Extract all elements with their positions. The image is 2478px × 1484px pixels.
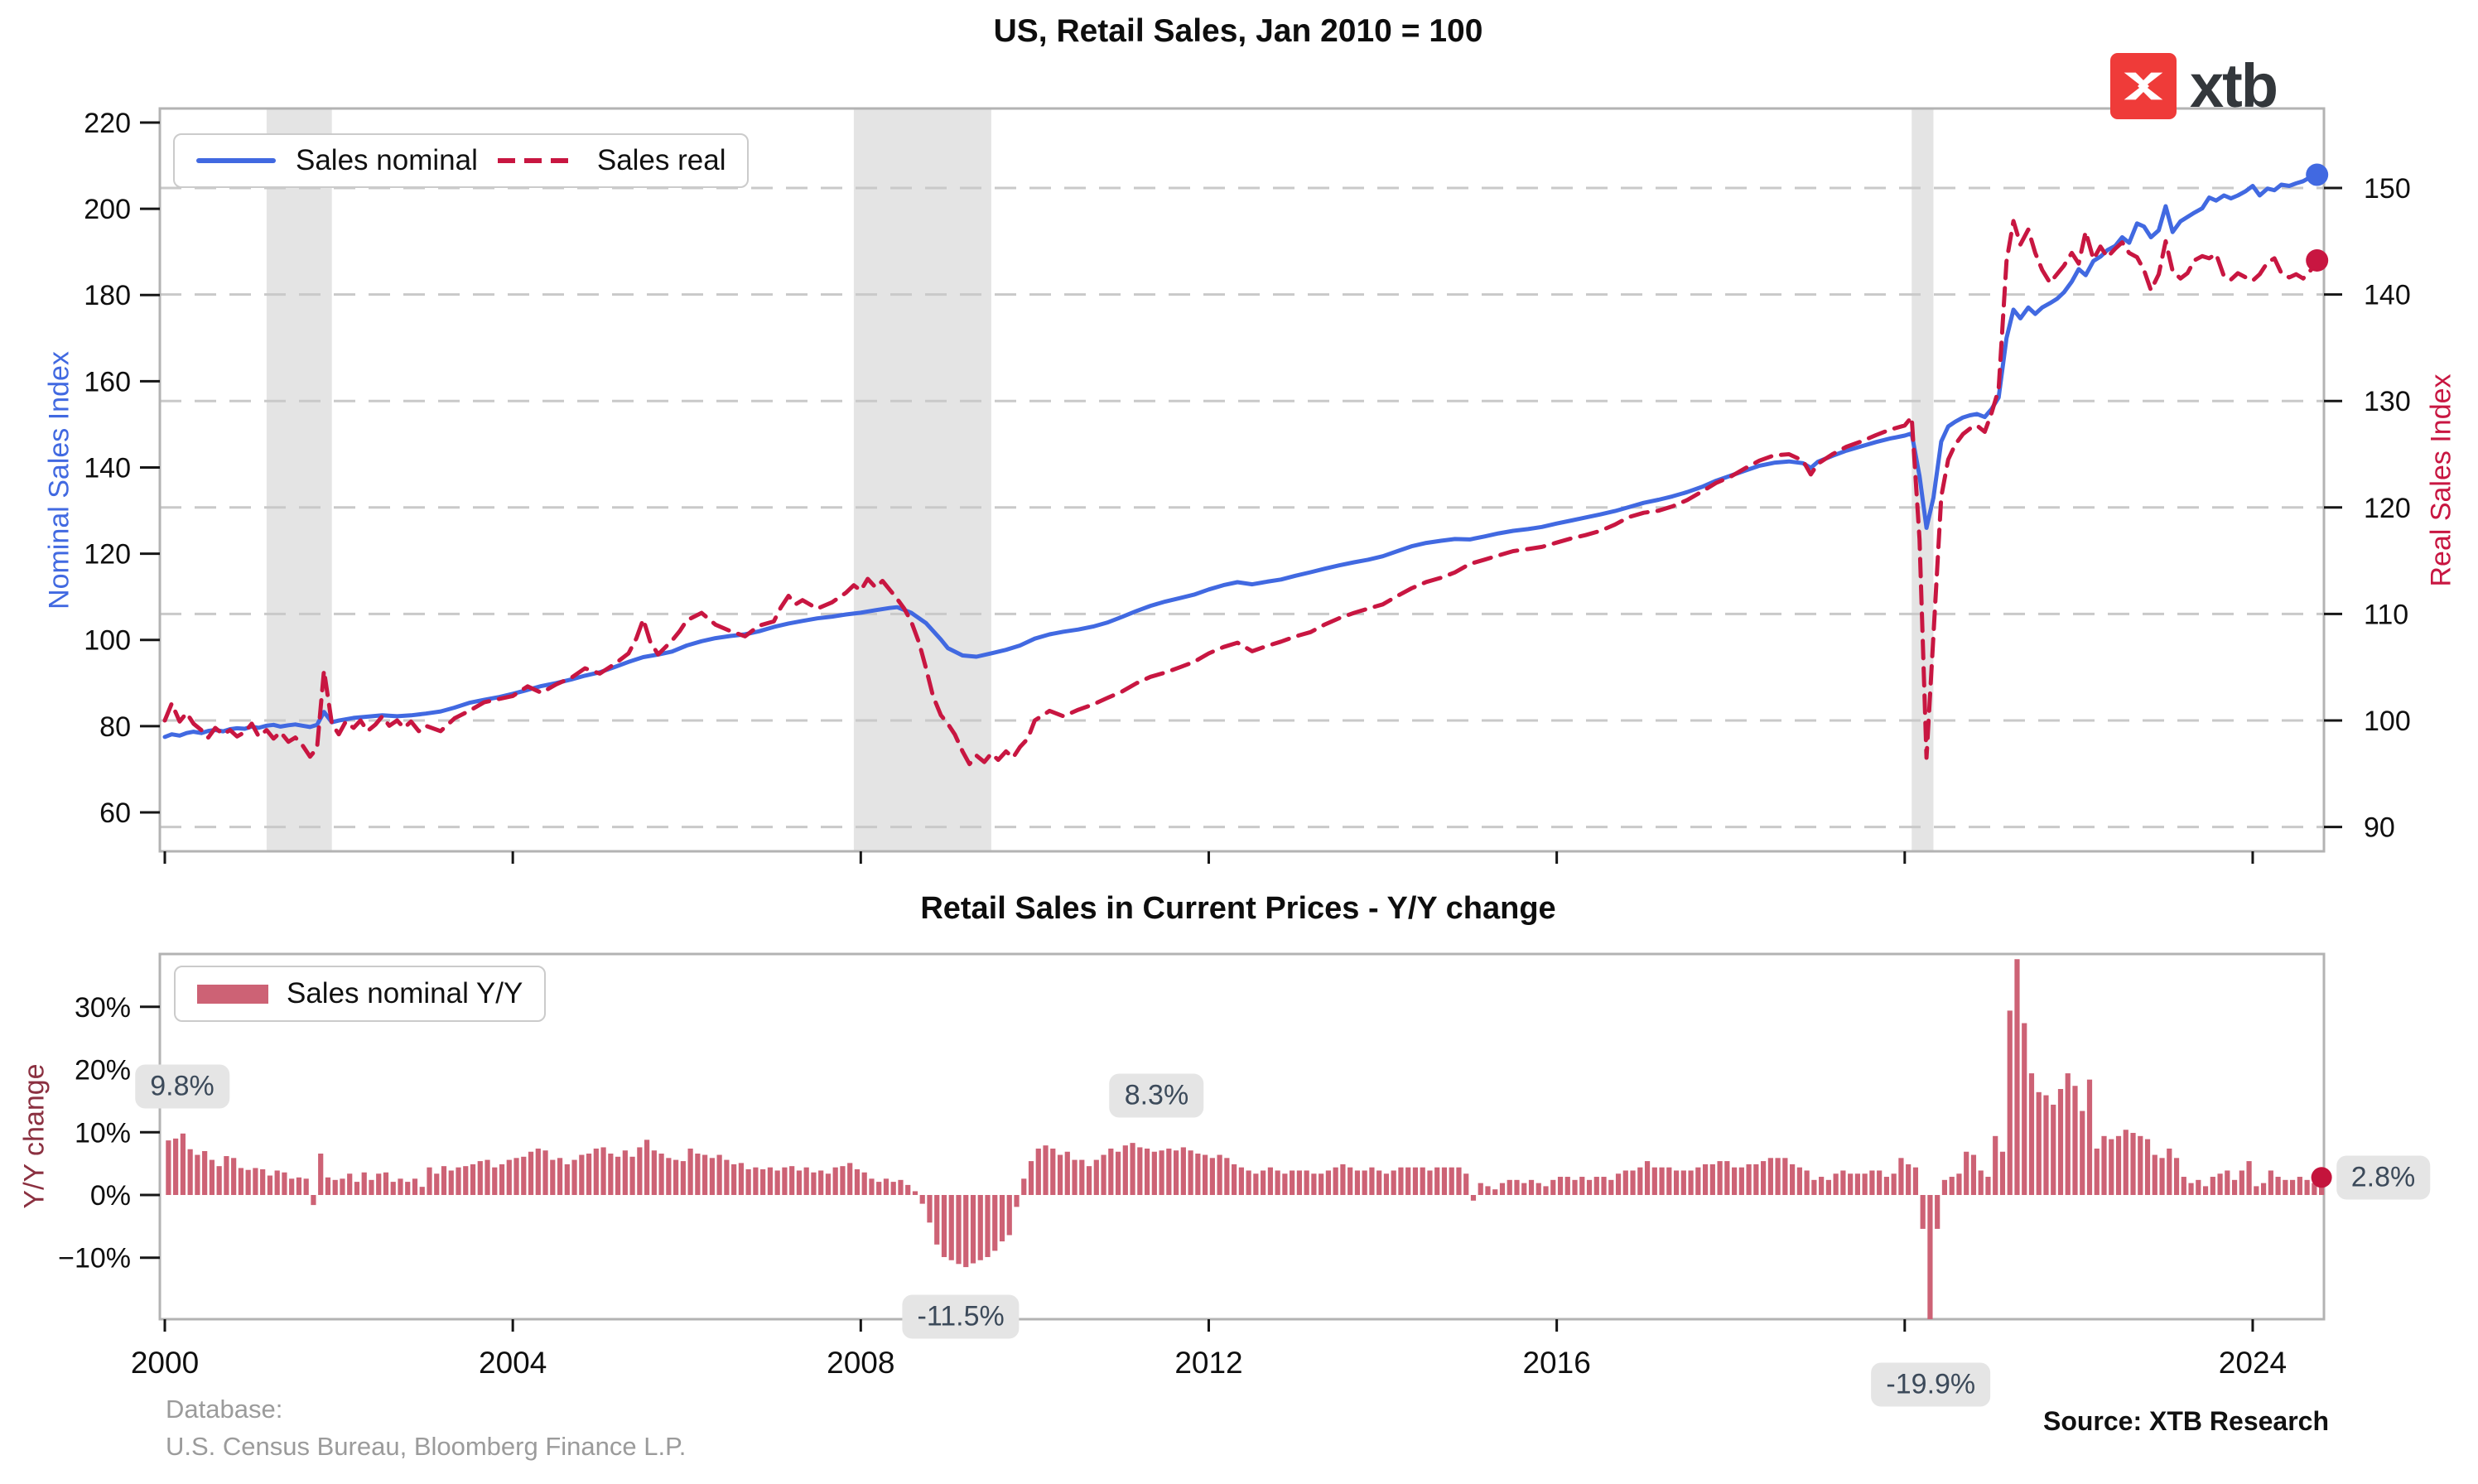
svg-text:150: 150: [2364, 173, 2411, 205]
recession-bands: [266, 108, 1934, 851]
yy-axis-label: Y/Y change: [18, 1063, 51, 1209]
legend-label-sales-nominal-yy: Sales nominal Y/Y: [287, 977, 523, 1009]
bottom-chart-title: Retail Sales in Current Prices - Y/Y cha…: [920, 891, 1556, 926]
nominal-line-swatch: [196, 158, 276, 163]
annotation-2020-trough: -19.9%: [1871, 1362, 1991, 1407]
svg-text:110: 110: [2364, 599, 2408, 630]
svg-text:0%: 0%: [90, 1180, 131, 1212]
svg-text:200: 200: [84, 194, 131, 225]
svg-text:60: 60: [99, 797, 131, 829]
annotation-2011-peak: 8.3%: [1109, 1073, 1204, 1118]
svg-text:30%: 30%: [75, 992, 131, 1024]
svg-text:10%: 10%: [75, 1117, 131, 1149]
svg-text:2000: 2000: [131, 1346, 199, 1380]
svg-text:80: 80: [99, 711, 131, 743]
bottom-chart-legend: Sales nominal Y/Y: [174, 966, 547, 1022]
yy-bar-swatch: [197, 984, 268, 1004]
svg-text:−10%: −10%: [58, 1243, 131, 1274]
annotation-latest-value: 2.8%: [2336, 1155, 2431, 1200]
legend-label-sales-nominal: Sales nominal: [296, 144, 478, 176]
axes: 220 200 180 160 140 120 100 80 60 150 140 130 120 110…: [58, 107, 2411, 1380]
svg-text:120: 120: [84, 539, 131, 571]
svg-text:90: 90: [2364, 812, 2395, 844]
yy-bars: [166, 959, 2332, 1319]
svg-text:130: 130: [2364, 386, 2411, 417]
svg-text:160: 160: [84, 366, 131, 398]
left-axis-label: Nominal Sales Index: [43, 351, 75, 610]
svg-text:2024: 2024: [2219, 1346, 2287, 1380]
source-note: Source: XTB Research: [2042, 1406, 2329, 1436]
svg-text:100: 100: [84, 625, 131, 657]
svg-text:2008: 2008: [827, 1346, 894, 1380]
right-axis-label: Real Sales Index: [2425, 373, 2457, 587]
database-value: U.S. Census Bureau, Bloomberg Finance L.…: [166, 1431, 687, 1461]
xtb-x-glyph: [2124, 72, 2163, 100]
annotation-2009-trough: -11.5%: [902, 1294, 1020, 1339]
svg-text:2004: 2004: [479, 1346, 547, 1380]
svg-text:180: 180: [84, 280, 131, 311]
svg-text:20%: 20%: [75, 1055, 131, 1086]
svg-text:100: 100: [2364, 706, 2411, 737]
svg-text:140: 140: [2364, 280, 2411, 311]
top-gridlines: [160, 186, 2324, 829]
xtb-logo: xtb: [2110, 51, 2278, 120]
legend-label-sales-real: Sales real: [596, 144, 726, 176]
top-chart-legend: Sales nominal Sales real: [173, 133, 750, 188]
real-line-swatch: [497, 158, 577, 163]
xtb-logo-text: xtb: [2190, 51, 2278, 120]
top-chart-title: US, Retail Sales, Jan 2010 = 100: [993, 13, 1483, 49]
svg-text:140: 140: [84, 452, 131, 484]
database-note: Database: U.S. Census Bureau, Bloomberg …: [166, 1391, 686, 1466]
annotation-2000-peak: 9.8%: [135, 1064, 229, 1109]
line-series: [162, 163, 2329, 767]
xtb-logo-icon: [2110, 53, 2177, 119]
svg-text:120: 120: [2364, 493, 2411, 524]
database-label: Database:: [166, 1395, 283, 1424]
svg-text:220: 220: [84, 108, 131, 139]
svg-text:2012: 2012: [1174, 1346, 1242, 1380]
svg-text:2016: 2016: [1522, 1346, 1590, 1380]
